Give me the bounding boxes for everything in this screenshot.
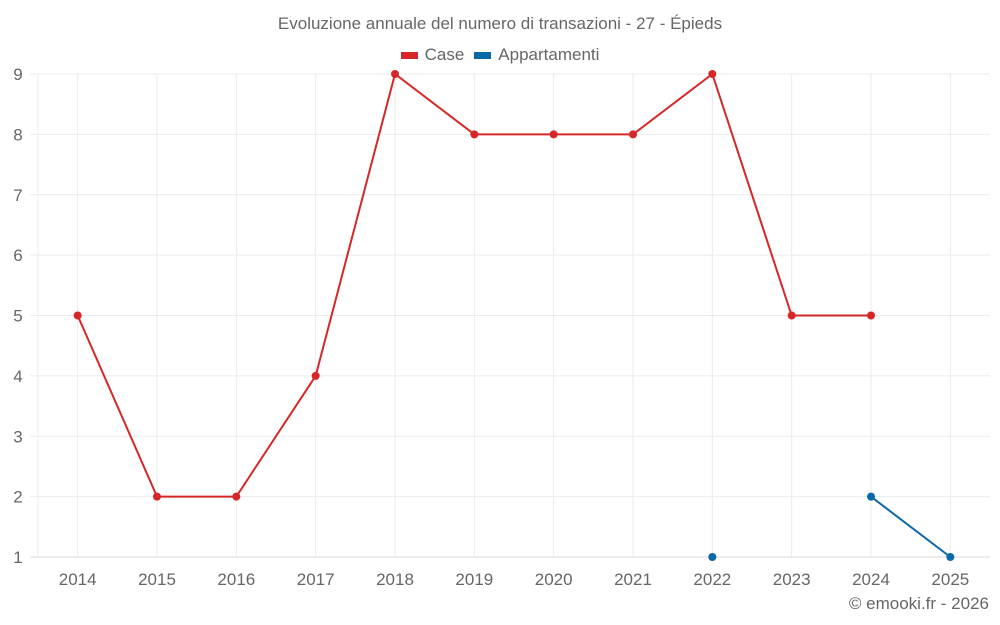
x-tick-label: 2025 bbox=[931, 570, 969, 589]
data-point[interactable] bbox=[708, 553, 717, 561]
legend-label-case: Case bbox=[424, 45, 465, 64]
y-tick-label: 3 bbox=[13, 427, 22, 446]
data-point[interactable] bbox=[549, 130, 558, 139]
y-axis: 1 2 3 4 5 6 7 8 9 bbox=[13, 65, 22, 567]
data-point[interactable] bbox=[946, 553, 955, 561]
x-tick-label: 2019 bbox=[455, 570, 493, 589]
x-tick-label: 2016 bbox=[217, 570, 255, 589]
data-point[interactable] bbox=[391, 70, 399, 78]
y-tick-label: 1 bbox=[13, 548, 22, 567]
x-tick-label: 2017 bbox=[297, 570, 335, 589]
data-point[interactable] bbox=[470, 130, 479, 139]
data-point[interactable] bbox=[232, 492, 241, 501]
x-tick-label: 2023 bbox=[773, 570, 811, 589]
data-point[interactable] bbox=[867, 311, 875, 320]
legend-item-case[interactable]: Case bbox=[400, 45, 465, 65]
x-tick-label: 2015 bbox=[138, 570, 176, 589]
series-case bbox=[73, 70, 875, 501]
data-point[interactable] bbox=[867, 492, 875, 501]
y-tick-label: 2 bbox=[13, 488, 22, 507]
series-appartamenti bbox=[708, 492, 955, 561]
data-point[interactable] bbox=[73, 311, 82, 320]
legend-item-appartamenti[interactable]: Appartamenti bbox=[474, 45, 599, 65]
data-point[interactable] bbox=[153, 492, 161, 501]
x-axis: 2014 2015 2016 2017 2018 2019 2020 2021 2022 2023… bbox=[59, 570, 969, 589]
legend-swatch-appartamenti bbox=[474, 51, 492, 59]
x-tick-label: 2024 bbox=[852, 570, 890, 589]
x-tick-label: 2014 bbox=[59, 570, 97, 589]
data-point[interactable] bbox=[629, 130, 637, 139]
data-point[interactable] bbox=[787, 311, 796, 320]
x-tick-label: 2022 bbox=[693, 570, 731, 589]
data-point[interactable] bbox=[708, 70, 717, 78]
y-tick-label: 9 bbox=[13, 65, 22, 84]
series-layer bbox=[73, 70, 955, 561]
legend: Case Appartamenti bbox=[0, 45, 1000, 65]
legend-swatch-case bbox=[400, 51, 418, 59]
x-tick-label: 2021 bbox=[614, 570, 652, 589]
y-tick-label: 4 bbox=[13, 367, 22, 386]
data-point[interactable] bbox=[311, 371, 320, 380]
credit-text: © emooki.fr - 2026 bbox=[848, 594, 989, 613]
chart-title: Evoluzione annuale del numero di transaz… bbox=[277, 14, 723, 33]
y-tick-label: 8 bbox=[13, 125, 22, 144]
legend-label-appartamenti: Appartamenti bbox=[498, 45, 600, 64]
x-tick-label: 2018 bbox=[376, 570, 414, 589]
y-tick-label: 7 bbox=[13, 186, 22, 205]
y-tick-label: 6 bbox=[13, 246, 22, 265]
y-tick-label: 5 bbox=[13, 307, 22, 326]
x-tick-label: 2020 bbox=[535, 570, 573, 589]
grid-lines bbox=[30, 73, 990, 558]
